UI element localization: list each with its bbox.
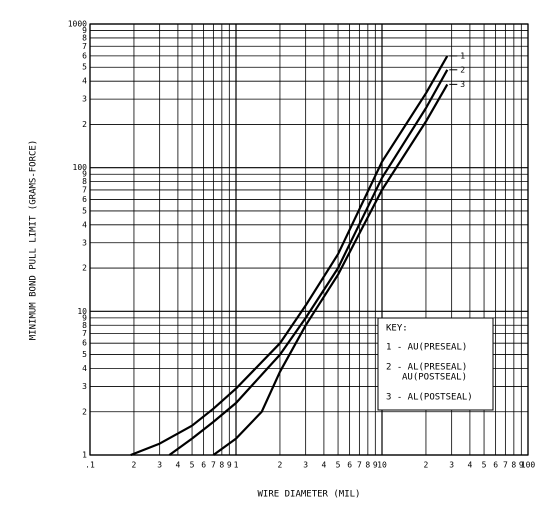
y-tick-label: 100 xyxy=(73,163,88,172)
x-tick-label: 10 xyxy=(377,461,387,470)
x-tick-label: 8 xyxy=(219,461,224,470)
y-tick-label: 8 xyxy=(82,177,87,186)
x-tick-label: 4 xyxy=(175,461,180,470)
x-axis-title: WIRE DIAMETER (MIL) xyxy=(258,490,361,500)
x-tick-label: 3 xyxy=(303,461,308,470)
y-tick-label: 8 xyxy=(82,321,87,330)
y-tick-label: 6 xyxy=(82,195,87,204)
y-tick-label: 1 xyxy=(82,451,87,460)
y-tick-label: 9 xyxy=(82,170,87,179)
y-tick-label: 9 xyxy=(82,26,87,35)
x-tick-label: .1 xyxy=(85,461,95,470)
x-tick-label: 5 xyxy=(482,461,487,470)
key: KEY: 1 - AU(PRESEAL) 2 - AL(PRESEAL)AU(POS… xyxy=(377,317,494,411)
y-tick-label: 5 xyxy=(82,350,87,359)
curve xyxy=(168,69,449,456)
y-axis-title: MINIMUM BOND PULL LIMIT (GRAMS-FORCE) xyxy=(29,140,39,340)
y-tick-label: 3 xyxy=(82,95,87,104)
x-tick-label: 5 xyxy=(190,461,195,470)
curve-label: 3 xyxy=(460,80,465,89)
y-tick-label: 10 xyxy=(77,307,87,316)
x-tick-label: 7 xyxy=(357,461,362,470)
curve xyxy=(212,83,449,456)
y-tick-label: 7 xyxy=(82,42,87,51)
x-tick-label: 8 xyxy=(365,461,370,470)
y-tick-label: 5 xyxy=(82,63,87,72)
y-tick-label: 5 xyxy=(82,206,87,215)
x-tick-label: 8 xyxy=(511,461,516,470)
x-tick-label: 7 xyxy=(503,461,508,470)
key-entry: 2 - AL(PRESEAL) xyxy=(386,363,467,373)
y-tick-label: 9 xyxy=(82,313,87,322)
y-tick-label: 2 xyxy=(82,264,87,273)
curve xyxy=(130,55,449,457)
x-tick-label: 2 xyxy=(278,461,283,470)
key-entry: AU(POSTSEAL) xyxy=(402,373,467,383)
y-tick-label: 2 xyxy=(82,407,87,416)
y-tick-label: 7 xyxy=(82,329,87,338)
y-tick-label: 6 xyxy=(82,51,87,60)
x-tick-label: 9 xyxy=(373,461,378,470)
x-tick-label: 9 xyxy=(227,461,232,470)
y-tick-label: 4 xyxy=(82,364,87,373)
y-tick-label: 7 xyxy=(82,185,87,194)
y-tick-label: 8 xyxy=(82,33,87,42)
x-tick-label: 2 xyxy=(424,461,429,470)
y-tick-label: 4 xyxy=(82,220,87,229)
key-box xyxy=(377,317,494,411)
key-entry: 3 - AL(POSTSEAL) xyxy=(386,393,473,403)
x-tick-label: 7 xyxy=(211,461,216,470)
x-tick-label: 6 xyxy=(493,461,498,470)
y-tick-label: 4 xyxy=(82,77,87,86)
y-tick-label: 6 xyxy=(82,339,87,348)
x-tick-label: 2 xyxy=(132,461,137,470)
y-tick-label: 3 xyxy=(82,238,87,247)
x-tick-label: 100 xyxy=(521,461,536,470)
plot-frame xyxy=(89,23,529,456)
x-tick-label: 4 xyxy=(321,461,326,470)
curve-label: 2 xyxy=(460,65,465,74)
key-title: KEY: xyxy=(386,324,408,334)
x-tick-label: 4 xyxy=(467,461,472,470)
x-tick-label: 9 xyxy=(519,461,524,470)
x-tick-label: 3 xyxy=(157,461,162,470)
y-tick-label: 2 xyxy=(82,120,87,129)
y-tick-label: 3 xyxy=(82,382,87,391)
x-tick-label: 6 xyxy=(201,461,206,470)
x-tick-label: 5 xyxy=(336,461,341,470)
curve-label: 1 xyxy=(460,51,465,60)
y-tick-label: 1000 xyxy=(68,20,87,29)
x-tick-label: 6 xyxy=(347,461,352,470)
x-tick-label: 1 xyxy=(234,461,239,470)
x-tick-label: 3 xyxy=(449,461,454,470)
key-entry: 1 - AU(PRESEAL) xyxy=(386,343,467,353)
